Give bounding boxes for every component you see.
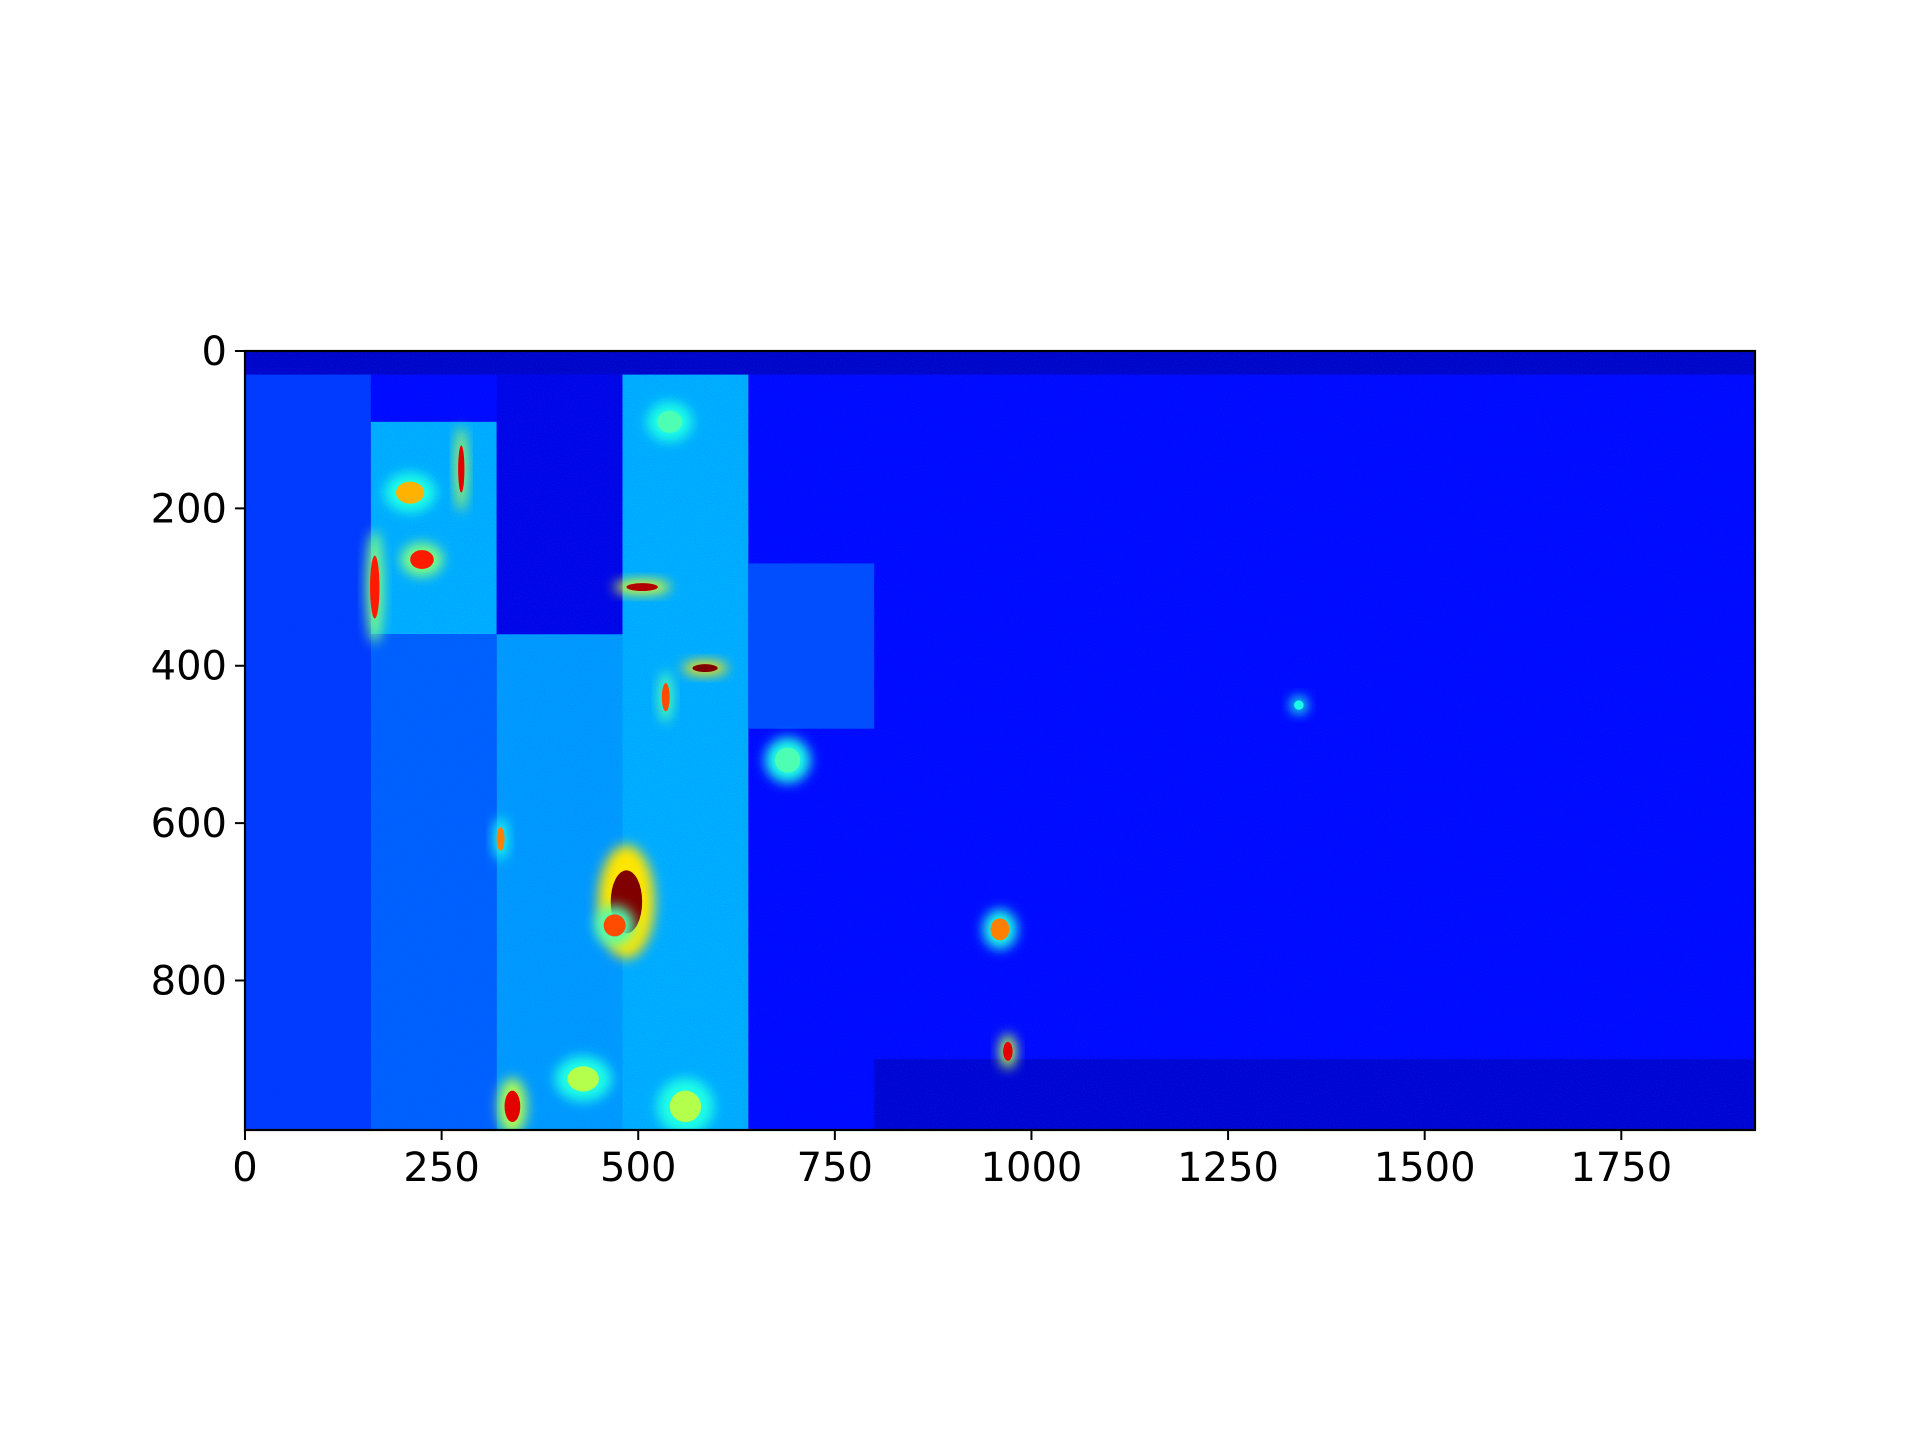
heatmap-hotspot — [498, 1078, 527, 1130]
heatmap-hotspot — [1290, 696, 1308, 714]
plot-area — [245, 351, 1755, 1130]
heatmap-hotspot — [983, 909, 1017, 950]
heatmap-hotspot — [455, 426, 467, 512]
axes-frame — [243, 349, 1757, 1132]
heatmap-hotspot — [647, 401, 693, 442]
heatmap-noise-texture — [245, 351, 1755, 1130]
heatmap-hotspot — [765, 737, 811, 783]
heatmap-hotspot — [594, 905, 635, 946]
x-tick-label: 1000 — [981, 1145, 1083, 1191]
x-tick-label: 1500 — [1374, 1145, 1476, 1191]
heatmap-hotspot — [682, 661, 728, 676]
x-tick-label: 1750 — [1570, 1145, 1672, 1191]
y-tick-label: 600 — [151, 801, 227, 847]
heatmap-hotspot — [366, 530, 384, 644]
x-axis: 0 250 500 750 1000 1250 1500 1750 — [232, 1130, 1672, 1191]
heatmap-hotspot — [493, 817, 508, 861]
y-tick-label: 200 — [151, 486, 227, 532]
x-tick-label: 0 — [232, 1145, 257, 1191]
heatmap-hotspot — [384, 472, 436, 513]
x-tick-label: 750 — [797, 1145, 873, 1191]
heatmap-hotspots — [366, 401, 1308, 1130]
heatmap-hotspot — [657, 1078, 714, 1130]
heatmap-hotspot — [554, 1056, 612, 1102]
y-axis: 0 200 400 600 800 — [151, 329, 245, 1004]
heatmap-hotspot — [658, 671, 673, 723]
y-tick-label: 400 — [151, 644, 227, 690]
heatmap-hotspot — [400, 542, 444, 577]
x-tick-label: 1250 — [1177, 1145, 1279, 1191]
heatmap-hotspot — [999, 1034, 1017, 1069]
y-tick-label: 800 — [151, 958, 227, 1004]
heatmap-hotspot — [613, 579, 671, 595]
y-tick-label: 0 — [202, 329, 227, 375]
x-tick-label: 500 — [600, 1145, 676, 1191]
x-tick-label: 250 — [403, 1145, 479, 1191]
